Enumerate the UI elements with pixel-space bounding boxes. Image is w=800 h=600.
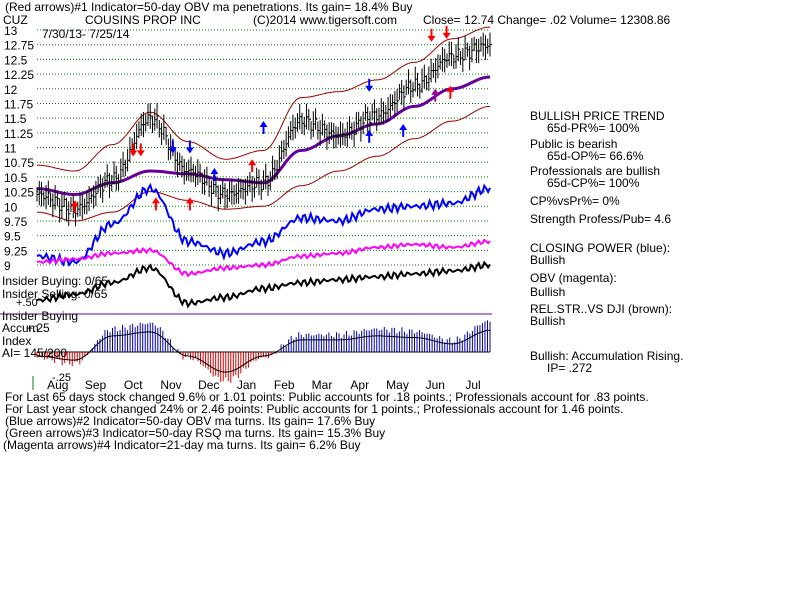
x-tick-label: Nov (160, 378, 181, 392)
y-tick-label: 12.5 (4, 53, 28, 67)
ticker-symbol: CUZ (3, 13, 28, 27)
side-panel-line: Public is bearish (530, 137, 618, 151)
side-panel-line: Bullish (530, 314, 566, 328)
y-tick-label: 9.5 (4, 230, 21, 244)
accum-label: Accum (2, 321, 39, 335)
blue-arrow-icon (399, 123, 408, 130)
red-arrow-icon (248, 159, 257, 166)
blue-arrow-icon (365, 129, 374, 136)
y-tick-label: 10.75 (4, 156, 34, 170)
blue-arrow-icon (365, 85, 374, 92)
quote-summary: Close= 12.74 Change= .02 Volume= 12308.8… (423, 13, 671, 27)
x-tick-label: Feb (274, 378, 295, 392)
red-arrow-icon (70, 200, 79, 207)
indicator-1-line: (Red arrows)#1 Indicator=50-day OBV ma p… (5, 0, 413, 14)
red-arrow-icon (446, 85, 455, 92)
insider-selling-label: Insider Selling: 0/65 (2, 287, 108, 301)
chart-gridlines (37, 29, 490, 266)
side-panel-line: Bullish (530, 253, 566, 267)
y-axis-ticks: 1312.7512.512.251211.7511.511.251110.751… (4, 24, 34, 273)
footer-line: For Last year stock changed 24% or 2.46 … (5, 402, 624, 416)
obv-line (36, 238, 491, 278)
relative-strength-line (36, 260, 491, 309)
y-tick-label: 10 (4, 200, 18, 214)
y-tick-label: 11.75 (4, 97, 33, 111)
chart-series (36, 26, 492, 309)
accum-plus25-label: +.25 (26, 321, 50, 335)
accum-minus25-label: -.25 (52, 372, 71, 384)
x-tick-label: May (386, 378, 409, 392)
insider-buying-label: Insider Buying: 0/65 (2, 274, 109, 288)
side-panel-line: Bullish (530, 285, 566, 299)
accum-plus50-label: +.50 (16, 297, 38, 309)
company-name: COUSINS PROP INC (85, 13, 201, 27)
y-tick-label: 11.25 (4, 127, 33, 141)
y-tick-label: 9.75 (4, 215, 28, 229)
red-arrow-icon (185, 197, 194, 204)
x-tick-label: Jun (426, 378, 445, 392)
y-tick-label: 12.25 (4, 68, 34, 82)
y-tick-label: 10.5 (4, 171, 28, 185)
x-tick-label: Jul (465, 378, 480, 392)
footer-line: For Last 65 days stock changed 9.6% or 1… (5, 390, 649, 404)
red-arrow-icon (442, 32, 451, 39)
y-tick-label: 10.25 (4, 186, 34, 200)
blue-arrow-icon (259, 121, 268, 127)
side-panel-line: IP= .272 (547, 361, 593, 375)
footer-line: (Green arrows)#3 Indicator=50-day RSQ ma… (5, 426, 386, 440)
y-tick-label: 12.75 (4, 39, 34, 53)
upper-band-line (36, 26, 490, 172)
blue-arrow-icon (168, 147, 177, 154)
accum-ma-line (36, 329, 491, 373)
red-arrow-icon (136, 150, 145, 157)
x-tick-label: Jan (237, 378, 256, 392)
y-tick-label: 11.5 (4, 112, 27, 126)
footer-line: (Magenta arrows)#4 Indicator=21-day ma t… (3, 438, 361, 452)
side-panel-line: Strength Profess/Pub= 4.6 (530, 212, 672, 226)
accumulation-index-bars (36, 320, 491, 383)
y-tick-label: 13 (4, 24, 18, 38)
side-panel-line: CLOSING POWER (blue): (530, 241, 671, 255)
side-panel-line: OBV (magenta): (530, 271, 617, 285)
index-label: Index (2, 334, 32, 348)
closing-power-line (36, 182, 491, 267)
red-arrow-icon (151, 197, 160, 204)
y-tick-label: 12 (4, 83, 18, 97)
side-panel-line: 65d-PR%= 100% (547, 121, 640, 135)
x-tick-label: Dec (198, 378, 219, 392)
side-panel-line: CP%vsPr%= 0% (530, 194, 620, 208)
date-range: 7/30/13- 7/25/14 (42, 27, 130, 41)
y-tick-label: 9.25 (4, 244, 28, 258)
insider-buying-label-2: Insider Buying (2, 309, 79, 323)
x-tick-label: Mar (312, 378, 333, 392)
side-panel-line: Bullish: Accumulation Rising. (530, 349, 684, 363)
x-tick-label: Aug (47, 378, 68, 392)
red-arrow-icon (129, 150, 138, 157)
side-panel-line: 65d-CP%= 100% (547, 176, 640, 190)
signal-arrows (70, 25, 455, 214)
y-tick-label: 9 (4, 259, 11, 273)
y-tick-label: 11 (4, 142, 17, 156)
copyright-text: (C)2014 www.tigersoft.com (253, 13, 398, 27)
side-panel-line: REL.STR..VS DJI (brown): (530, 302, 673, 316)
x-tick-label: Oct (124, 378, 143, 392)
side-panel-line: BULLISH PRICE TREND (530, 109, 665, 123)
red-arrow-icon (427, 35, 436, 42)
side-panel-line: 65d-OP%= 66.6% (547, 149, 644, 163)
blue-arrow-icon (210, 168, 219, 174)
magenta-arrow-icon (431, 88, 440, 95)
ai-score: AI= 145/200 (2, 346, 68, 360)
blue-arrow-icon (185, 147, 194, 154)
x-tick-label: Sep (85, 378, 107, 392)
lower-band-line (36, 105, 491, 222)
side-panel-line: Professionals are bullish (530, 164, 661, 178)
x-tick-label: Apr (350, 378, 369, 392)
x-axis-ticks: Aug Sep Oct Nov Dec Jan Feb Mar Apr May Jun Jul (32, 376, 481, 392)
footer-line: (Blue arrows)#2 Indicator=50-day OBV ma … (5, 414, 376, 428)
